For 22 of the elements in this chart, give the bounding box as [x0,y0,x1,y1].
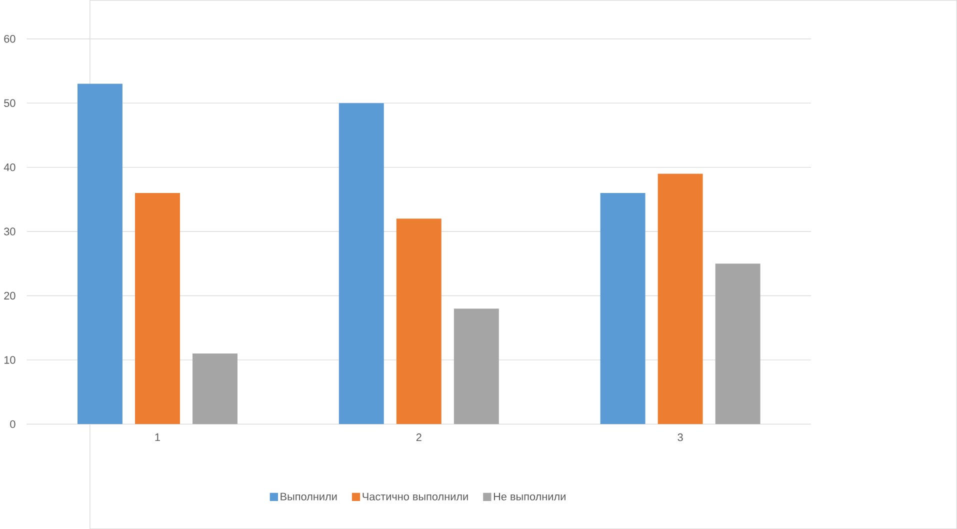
bar [715,264,760,424]
legend-label: Частично выполнили [362,492,468,500]
bar [454,308,499,424]
y-tick-label: 20 [4,292,16,300]
y-tick-label: 10 [4,356,16,364]
legend-label: Не выполнили [494,492,566,500]
bar [78,84,122,424]
y-tick-label: 30 [4,228,16,236]
bar [135,192,180,424]
x-tick-label: 3 [678,433,683,442]
bar [192,353,238,424]
y-tick-label: 50 [4,99,16,107]
bar [396,218,442,424]
y-tick-label: 40 [4,163,16,172]
x-tick-label: 2 [416,433,422,441]
bar [658,174,703,424]
bar [600,192,646,424]
y-tick-label: 0 [10,420,16,428]
x-tick-label: 1 [155,433,160,441]
y-tick-label: 60 [4,34,16,43]
bar [338,102,384,424]
legend-label: Выполнили [280,492,337,500]
